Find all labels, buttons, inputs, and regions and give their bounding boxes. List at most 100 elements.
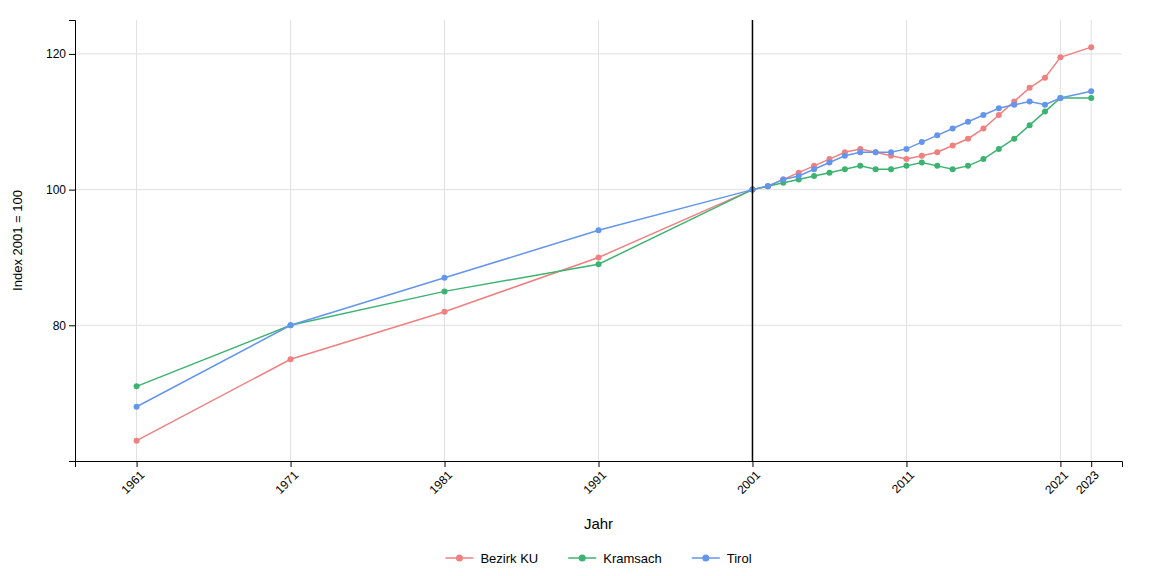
series-marker	[442, 288, 448, 294]
series-marker	[934, 149, 940, 155]
series-marker	[1027, 85, 1033, 91]
series-markers	[134, 44, 1095, 444]
x-tick-mark	[445, 461, 446, 467]
series-marker	[765, 183, 771, 189]
x-tick-label: 1961	[118, 468, 147, 497]
series-marker	[919, 153, 925, 159]
y-tick-mark	[69, 54, 75, 55]
series-marker	[934, 132, 940, 138]
series-line	[137, 47, 1092, 441]
series-marker	[796, 173, 802, 179]
plot-area: 1961197119811991200120112021202380100120	[46, 20, 1123, 497]
x-tick-mark	[1091, 461, 1092, 467]
series-marker	[596, 261, 602, 267]
x-tick: 2023	[1073, 461, 1102, 497]
series-marker	[288, 322, 294, 328]
series-markers	[134, 95, 1095, 389]
series-marker	[1057, 54, 1063, 60]
y-tick-label: 80	[53, 319, 67, 333]
series-marker	[1011, 136, 1017, 142]
series-marker	[826, 159, 832, 165]
series-marker	[1088, 95, 1094, 101]
legend: Bezirk KU Kramsach Tirol	[445, 551, 751, 566]
grid-line-y	[75, 53, 1122, 54]
series-markers	[134, 88, 1095, 409]
x-axis-title: Jahr	[584, 515, 613, 532]
series-marker	[811, 173, 817, 179]
legend-item: Kramsach	[568, 551, 662, 566]
legend-item: Tirol	[692, 551, 752, 566]
legend-label: Bezirk KU	[480, 551, 538, 566]
series-marker	[996, 105, 1002, 111]
series-marker	[1088, 44, 1094, 50]
series-marker	[857, 149, 863, 155]
x-axis-line	[76, 462, 1123, 468]
y-axis-line	[69, 21, 76, 462]
grid-line-y	[75, 189, 1122, 190]
series-marker	[288, 322, 294, 328]
x-tick: 2001	[734, 461, 763, 497]
series-marker	[980, 126, 986, 132]
series-marker	[934, 163, 940, 169]
series-marker	[765, 183, 771, 189]
grid-line-y	[75, 325, 1122, 326]
series-marker	[842, 166, 848, 172]
series-marker	[1027, 98, 1033, 104]
series-marker	[873, 149, 879, 155]
grid-line-x	[1091, 20, 1092, 461]
series-marker	[950, 166, 956, 172]
series-marker	[765, 183, 771, 189]
x-tick-label: 2021	[1042, 468, 1071, 497]
series-marker	[1011, 102, 1017, 108]
grid-line-x	[136, 20, 137, 461]
series-marker	[596, 254, 602, 260]
x-tick-mark	[291, 461, 292, 467]
x-tick: 1991	[580, 461, 609, 497]
series-marker	[134, 404, 140, 410]
series-marker	[996, 146, 1002, 152]
y-tick-mark	[69, 190, 75, 191]
x-tick-mark	[1060, 461, 1061, 467]
x-tick: 2021	[1042, 461, 1071, 497]
series-marker	[1042, 102, 1048, 108]
series-marker	[780, 176, 786, 182]
series-marker	[965, 136, 971, 142]
y-axis-title: Index 2001 = 100	[10, 190, 25, 291]
grid-line-x	[444, 20, 445, 461]
series-marker	[980, 156, 986, 162]
series-marker	[950, 143, 956, 149]
series-marker	[996, 112, 1002, 118]
chart: 1961197119811991200120112021202380100120…	[0, 0, 1152, 576]
y-tick: 120	[46, 47, 75, 61]
series-marker	[965, 163, 971, 169]
series-line	[137, 98, 1092, 386]
series-marker	[1042, 109, 1048, 115]
x-tick-label: 1981	[426, 468, 455, 497]
series-marker	[1088, 88, 1094, 94]
series-marker	[288, 356, 294, 362]
grid-line-x	[752, 20, 753, 461]
y-tick: 80	[53, 319, 75, 333]
grid-line-x	[906, 20, 907, 461]
y-tick: 100	[46, 183, 75, 197]
y-tick-mark	[69, 325, 75, 326]
grid-line-x	[598, 20, 599, 461]
series-marker	[134, 383, 140, 389]
grid	[75, 20, 1122, 461]
x-tick: 2011	[889, 461, 917, 496]
x-tick-mark	[599, 461, 600, 467]
x-tick-mark	[906, 461, 907, 467]
series-marker	[1042, 75, 1048, 81]
series-marker	[842, 153, 848, 159]
series-marker	[919, 139, 925, 145]
series-marker	[1027, 122, 1033, 128]
series-marker	[980, 112, 986, 118]
legend-label: Kramsach	[603, 551, 662, 566]
series-marker	[965, 119, 971, 125]
legend-label: Tirol	[727, 551, 752, 566]
series-marker	[903, 163, 909, 169]
legend-marker	[579, 555, 586, 562]
series-marker	[826, 170, 832, 176]
y-axis: 80 100 120	[46, 21, 76, 462]
series-marker	[919, 159, 925, 165]
